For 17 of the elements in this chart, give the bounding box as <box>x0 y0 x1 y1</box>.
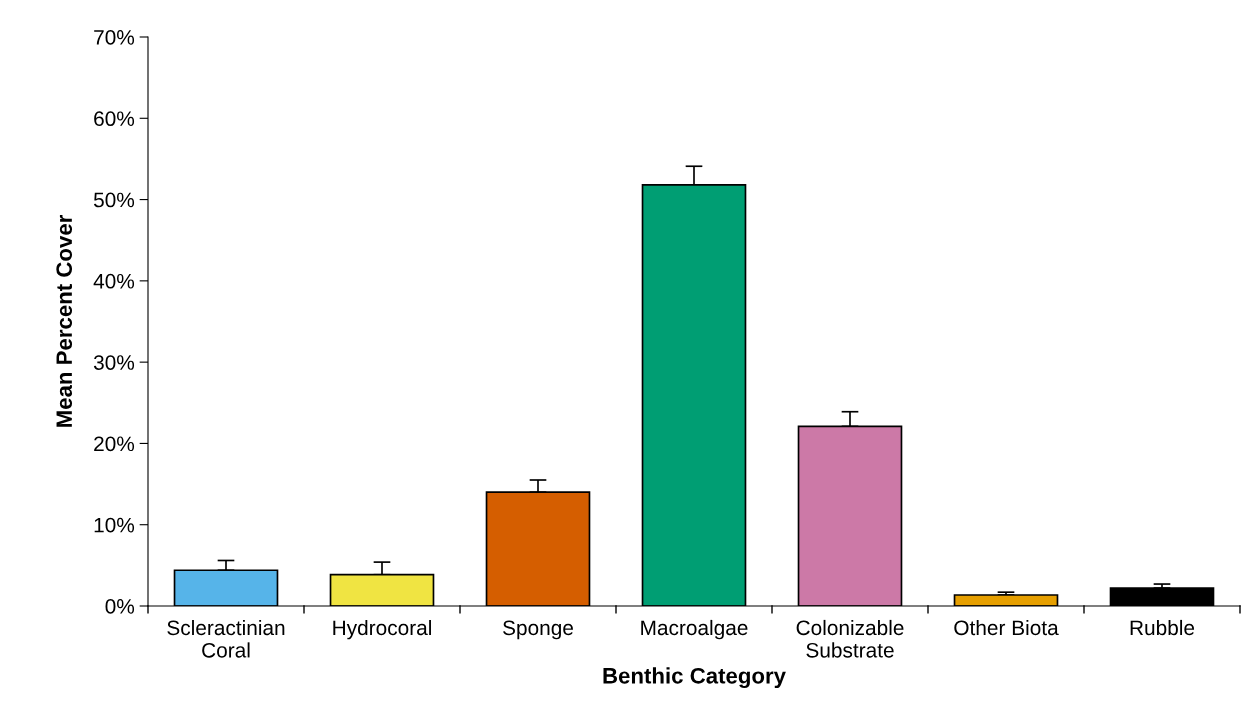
x-tick-label: Colonizable Substrate <box>796 619 904 658</box>
x-tick-label: Scleractinian Coral <box>167 619 285 658</box>
x-tick-label: Sponge <box>503 620 573 640</box>
x-tick-label: Rubble <box>1130 619 1195 636</box>
x-tick-label: Macroalgae <box>641 619 748 640</box>
y-tick-label: 10% <box>94 517 135 533</box>
y-tick-label: 0% <box>105 599 135 614</box>
y-tick-label: 40% <box>93 273 135 289</box>
y-tick-label: 20% <box>94 436 135 452</box>
y-tick-label: 30% <box>93 355 135 370</box>
y-tick-label: 50% <box>93 192 135 208</box>
x-tick-label: Hydrocoral <box>333 619 431 640</box>
y-axis-title: Mean Percent Cover <box>56 215 73 427</box>
x-axis-title: Benthic Category <box>603 667 786 689</box>
x-tick-label: Other Biota <box>954 619 1059 636</box>
y-tick-label: 60% <box>94 111 135 127</box>
y-tick-label: 70% <box>94 30 135 45</box>
